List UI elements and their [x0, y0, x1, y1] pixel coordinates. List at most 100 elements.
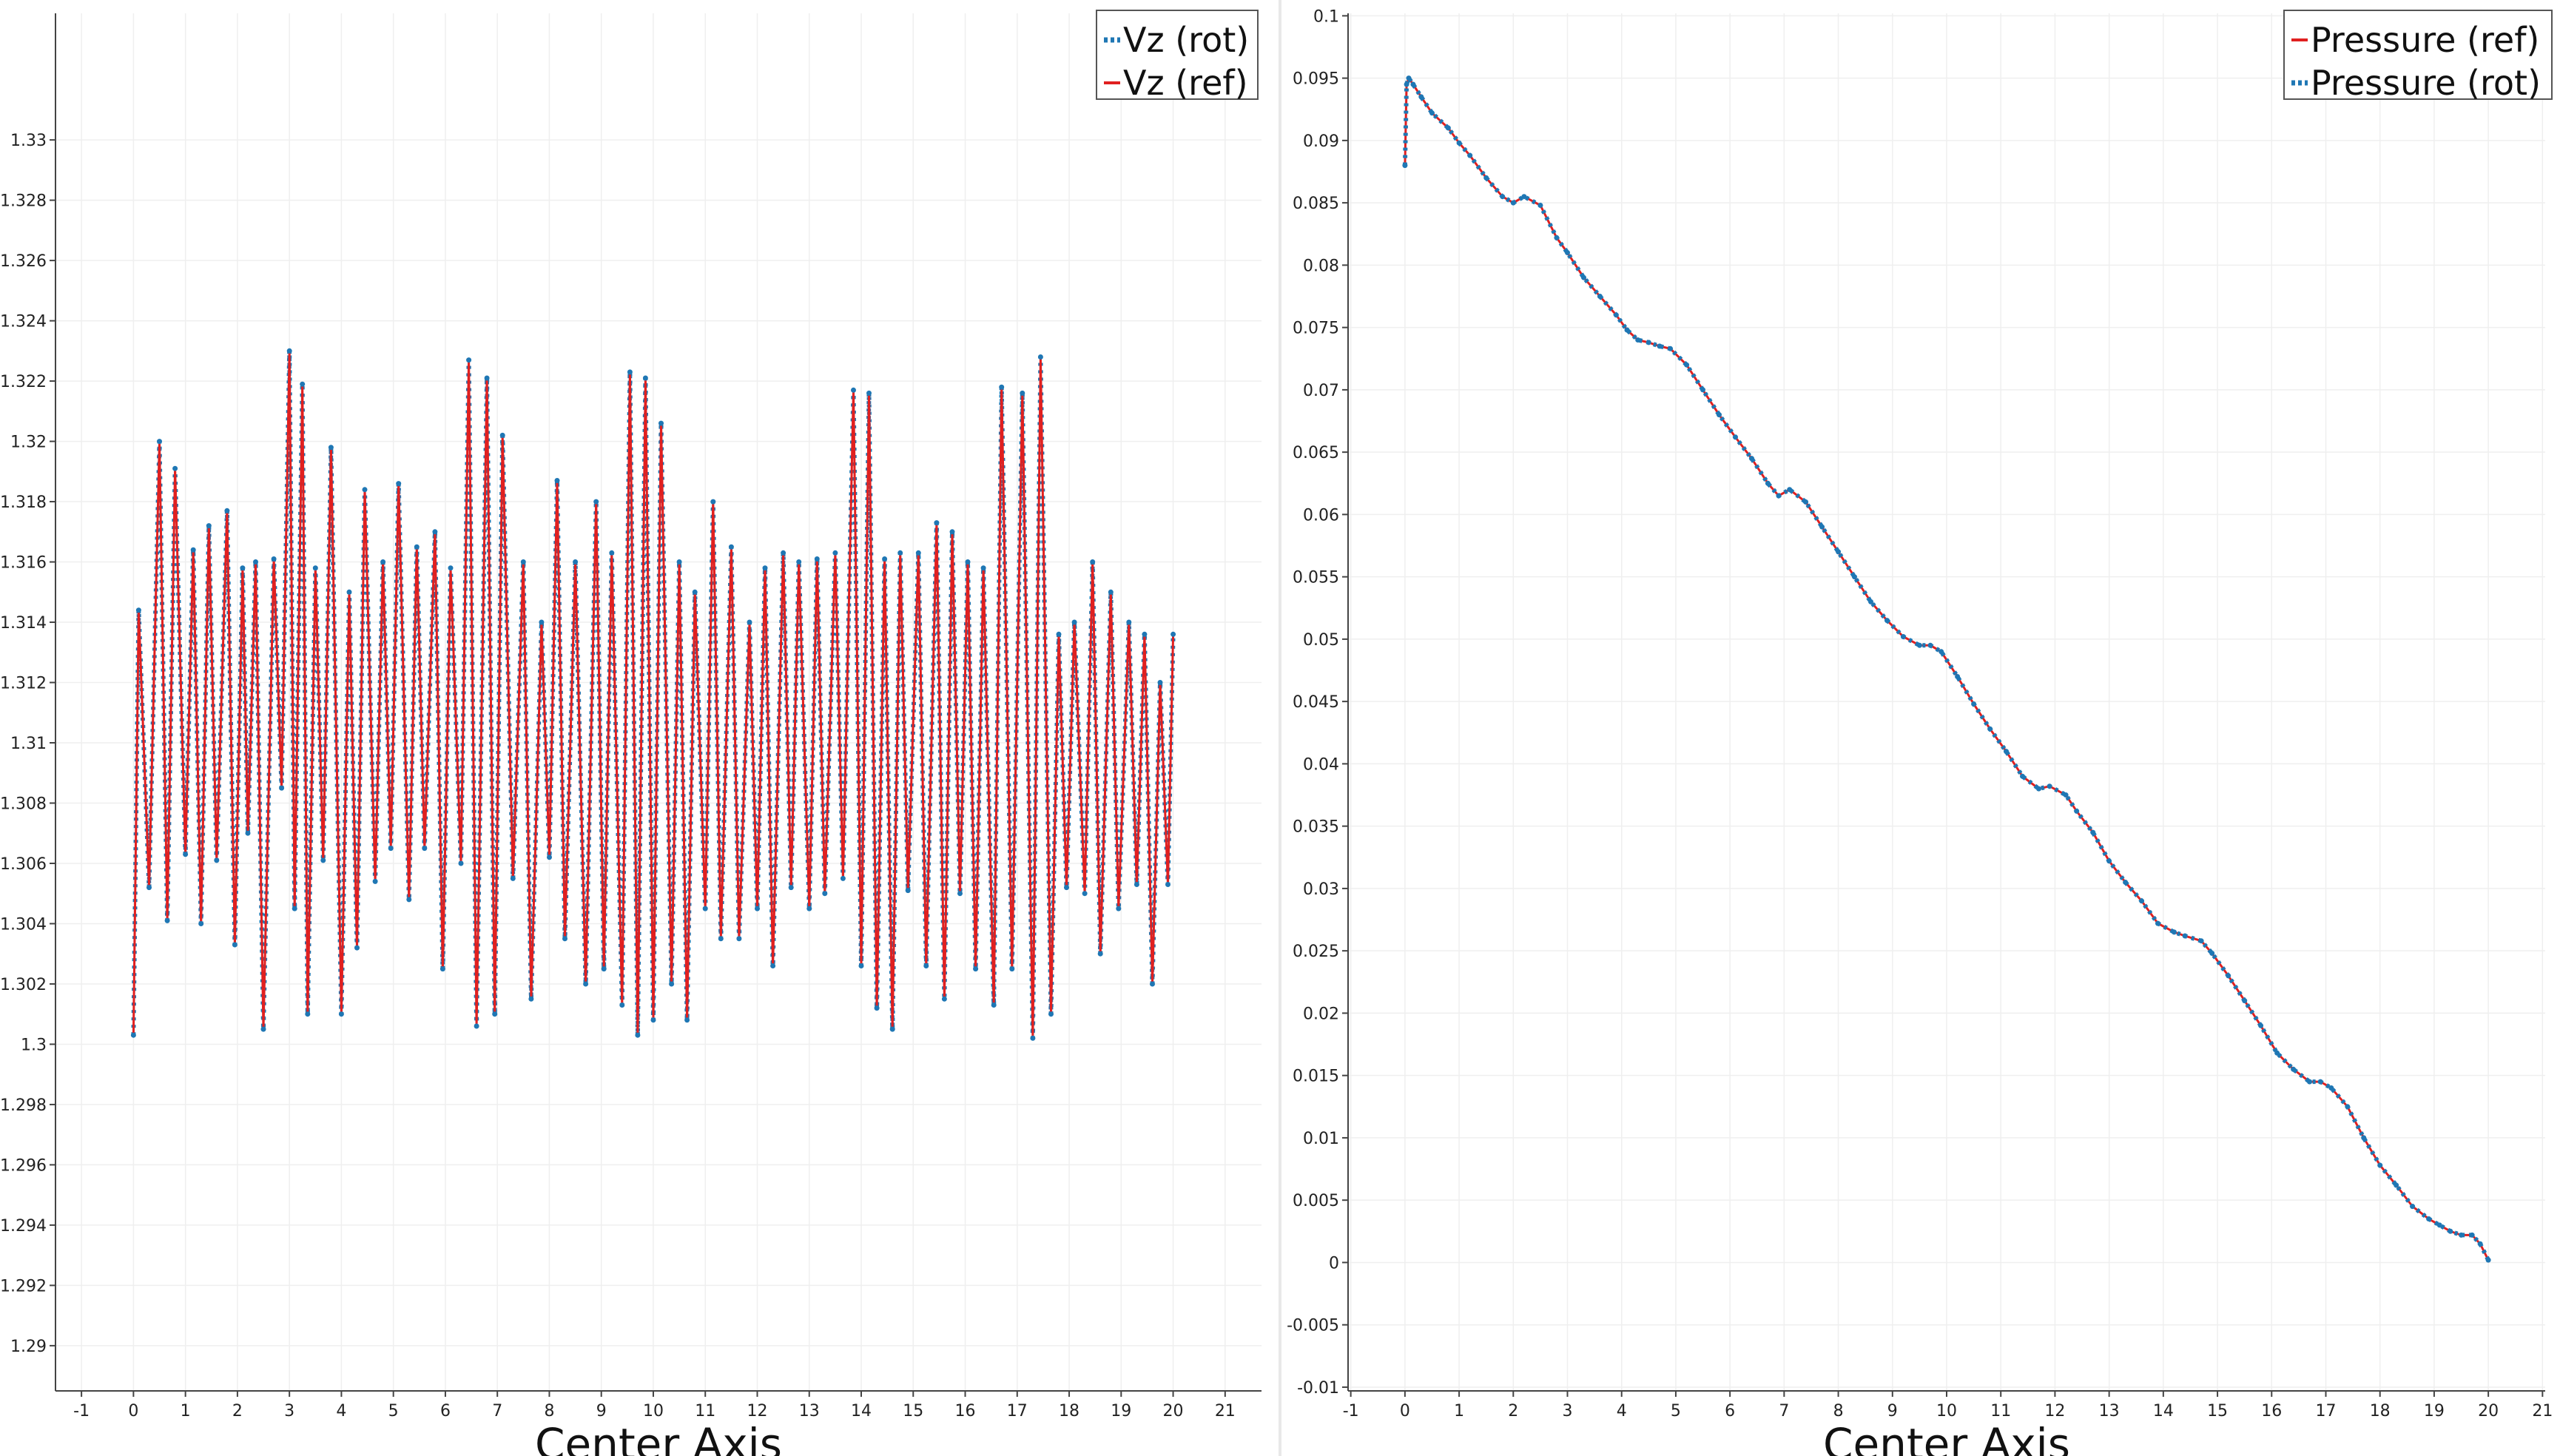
pressure-point-46	[2020, 773, 2025, 779]
pressure-point-32	[1803, 499, 1809, 505]
pressure-y-tick-label-9: 0.035	[1293, 818, 1339, 837]
pressure-point-50	[2074, 808, 2080, 814]
vz-point-114	[1097, 951, 1103, 957]
vz-x-tick-label-13: 12	[747, 1402, 767, 1420]
pressure-point-37	[1884, 618, 1890, 624]
vz-point-103	[999, 384, 1005, 390]
vz-x-tick-label-7: 6	[440, 1402, 451, 1420]
vz-legend[interactable]: Vz (rot)Vz (ref)	[1096, 10, 1259, 103]
pressure-series-line-1	[1402, 73, 2490, 1261]
vz-point-5	[172, 465, 178, 471]
vz-legend-box	[1096, 10, 1259, 100]
vz-point-6	[183, 852, 189, 857]
vz-x-tick-label-4: 3	[284, 1402, 294, 1420]
vz-point-46	[510, 875, 516, 881]
vz-point-91	[897, 550, 903, 556]
pressure-y-tick-label-17: 0.075	[1293, 320, 1339, 338]
vz-point-22	[305, 1011, 311, 1017]
pressure-y-tick-label-11: 0.045	[1293, 693, 1339, 712]
vz-y-tick-label-0: 1.29	[10, 1338, 47, 1356]
vz-point-74	[755, 906, 760, 911]
vz-point-30	[372, 878, 378, 884]
pressure-x-tick-label-9: 8	[1833, 1402, 1844, 1420]
vz-point-34	[406, 897, 412, 903]
pressure-x-tick-label-12: 11	[1990, 1402, 2011, 1420]
pressure-x-tick-label-8: 7	[1779, 1402, 1789, 1420]
pressure-point-78	[2477, 1241, 2483, 1247]
pressure-y-tick-label-6: 0.02	[1303, 1005, 1339, 1023]
vz-point-64	[669, 981, 675, 987]
pressure-y-tick-label-14: 0.06	[1303, 506, 1339, 525]
vz-point-42	[474, 1023, 479, 1029]
vz-point-35	[414, 544, 420, 550]
vz-x-tick-label-2: 1	[181, 1402, 191, 1420]
pressure-point-8	[1467, 152, 1473, 158]
pressure-point-31	[1787, 487, 1793, 493]
vz-point-81	[814, 556, 820, 562]
vz-point-89	[882, 556, 888, 562]
pressure-point-61	[2242, 998, 2248, 1004]
vz-point-66	[684, 1017, 690, 1023]
vz-point-1	[135, 607, 141, 613]
vz-point-37	[432, 529, 438, 535]
vz-point-95	[934, 520, 940, 526]
pressure-point-29	[1765, 480, 1771, 486]
panel-divider[interactable]	[1279, 0, 1281, 1456]
pressure-point-56	[2172, 929, 2177, 935]
vz-y-tick-label-3: 1.296	[0, 1156, 47, 1175]
pressure-point-63	[2274, 1050, 2280, 1056]
pressure-x-tick-label-22: 21	[2532, 1402, 2553, 1420]
vz-point-101	[980, 565, 986, 571]
pressure-point-27	[1733, 434, 1738, 440]
pressure-x-tick-label-10: 9	[1887, 1402, 1898, 1420]
vz-point-24	[320, 857, 326, 863]
vz-y-tick-label-5: 1.3	[21, 1036, 47, 1054]
vz-point-92	[905, 888, 911, 894]
vz-point-15	[253, 559, 258, 564]
vz-point-98	[957, 891, 963, 897]
vz-legend-label-1: Vz (ref)	[1123, 63, 1248, 103]
vz-point-49	[539, 619, 545, 625]
pressure-x-tick-label-13: 12	[2044, 1402, 2065, 1420]
pressure-point-15	[1565, 250, 1570, 255]
pressure-legend[interactable]: Pressure (ref)Pressure (rot)	[2283, 10, 2553, 103]
vz-point-110	[1064, 885, 1069, 891]
vz-y-tick-label-16: 1.322	[0, 373, 47, 391]
pressure-x-tick-label-17: 16	[2261, 1402, 2282, 1420]
vz-x-tick-label-21: 20	[1163, 1402, 1184, 1420]
vz-y-tick-label-13: 1.316	[0, 554, 47, 573]
vz-point-97	[949, 529, 955, 535]
vz-point-93	[915, 550, 921, 556]
pressure-point-1	[1404, 81, 1409, 87]
vz-point-69	[710, 499, 716, 505]
pressure-y-tick-label-8: 0.03	[1303, 880, 1339, 899]
vz-point-51	[554, 478, 560, 483]
vz-point-68	[702, 906, 708, 911]
vz-x-tick-label-8: 7	[492, 1402, 502, 1420]
pressure-point-24	[1684, 362, 1690, 368]
pressure-point-71	[2394, 1182, 2399, 1188]
vz-point-72	[736, 936, 742, 942]
vz-point-57	[609, 550, 615, 556]
vz-point-100	[973, 966, 979, 972]
pressure-point-5	[1429, 110, 1435, 116]
pressure-point-79	[2485, 1257, 2491, 1263]
pressure-point-12	[1521, 194, 1527, 200]
vz-y-tick-label-2: 1.294	[0, 1217, 47, 1236]
vz-point-118	[1134, 882, 1139, 887]
pressure-point-40	[1927, 642, 1933, 648]
vz-y-tick-label-18: 1.326	[0, 252, 47, 271]
vz-x-tick-label-12: 11	[695, 1402, 715, 1420]
vz-point-3	[157, 439, 162, 445]
vz-point-0	[130, 1032, 136, 1038]
pressure-point-47	[2036, 786, 2041, 792]
pressure-y-tick-label-22: 0.1	[1313, 7, 1339, 26]
vz-point-87	[866, 390, 872, 396]
pressure-point-17	[1597, 294, 1603, 299]
pressure-point-44	[1987, 726, 1993, 732]
pressure-y-tick-label-3: 0.005	[1293, 1192, 1339, 1210]
vz-point-122	[1165, 882, 1170, 887]
vz-point-88	[874, 1005, 880, 1011]
pressure-y-tick-label-13: 0.055	[1293, 569, 1339, 587]
vz-point-4	[164, 917, 170, 923]
